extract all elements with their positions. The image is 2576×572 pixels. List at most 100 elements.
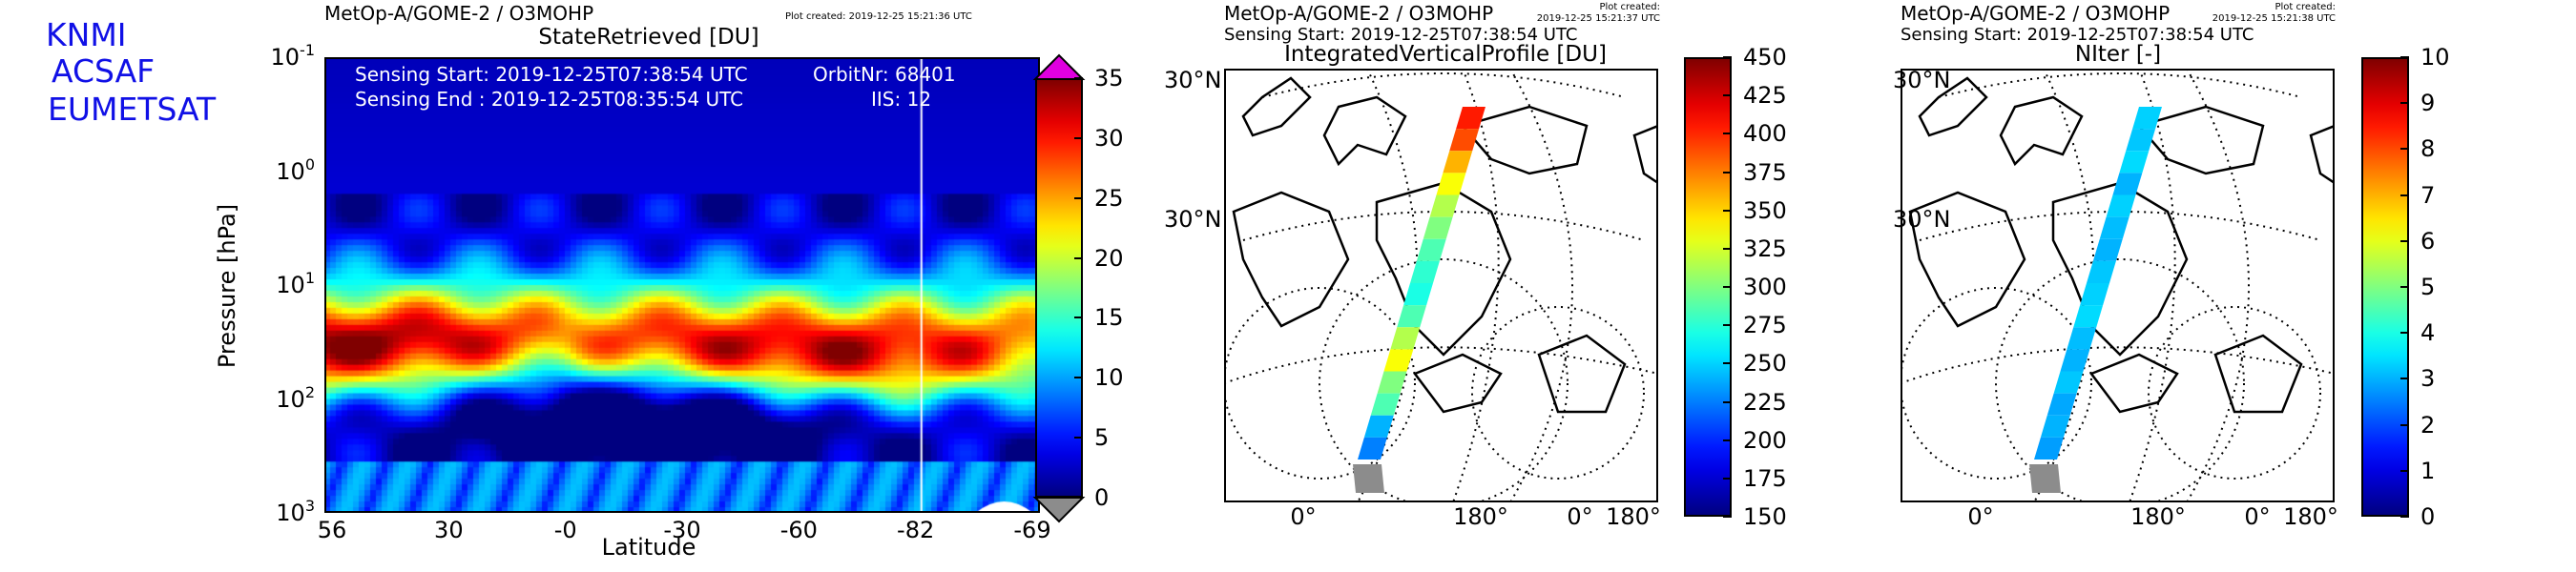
- colorbar-tick-label: 175: [1743, 464, 1787, 492]
- swath-segment: [1449, 129, 1480, 152]
- colorbar-tick-label: 30: [1094, 124, 1124, 152]
- colorbar-tick-mark: [1723, 94, 1732, 97]
- swath-segment: [2034, 437, 2064, 460]
- swath-segment: [1397, 305, 1427, 328]
- y-tick-label: 10-1: [270, 41, 316, 71]
- map-frame: [1224, 69, 1658, 502]
- colorbar-tick-mark: [1723, 477, 1732, 480]
- colorbar-tick-mark: [1723, 133, 1732, 135]
- orbit-number-label: OrbitNr: 68401: [813, 63, 956, 86]
- colorbar-tick-label: 0: [1094, 484, 1110, 511]
- colorbar-tick-mark: [1723, 171, 1732, 174]
- panel2-header-title: MetOp-A/GOME-2 / O3MOHP: [1224, 2, 1494, 25]
- colorbar-tick-label: 325: [1743, 235, 1787, 262]
- colorbar-tick-mark: [2400, 332, 2409, 335]
- colorbar-tick-mark: [2400, 148, 2409, 151]
- map-frame: [1901, 69, 2335, 502]
- colorbar-tick-label: 9: [2420, 90, 2436, 117]
- colorbar-tick-mark: [1723, 56, 1732, 58]
- map2-lat-label-1: 30°N: [1893, 67, 1951, 93]
- colorbar-tick-label: 8: [2420, 135, 2436, 163]
- coastline: [1413, 353, 1503, 414]
- map-niter: [1900, 68, 2337, 508]
- swath-segment: [2046, 393, 2077, 416]
- colorbar-tick-mark: [1723, 247, 1732, 250]
- colorbar-tick-mark: [1074, 256, 1083, 259]
- swath-no-data: [1353, 464, 1384, 493]
- swath-segment: [2112, 173, 2143, 195]
- swath-segment: [2053, 371, 2084, 394]
- coastline: [2136, 105, 2265, 175]
- coastline: [2213, 334, 2303, 414]
- colorbar-tick-label: 450: [1743, 44, 1787, 71]
- swath-segment: [1358, 437, 1387, 460]
- swath-segment: [1383, 349, 1414, 372]
- colorbar-tick-label: 275: [1743, 312, 1787, 339]
- swath-segment: [2080, 283, 2109, 306]
- coastline: [1908, 191, 2026, 328]
- swath-segment: [2040, 415, 2070, 438]
- colorbar-tick-mark: [2400, 469, 2409, 472]
- brand-acsaf: ACSAF: [52, 52, 156, 90]
- map2-lon-label-2: 180°: [2130, 503, 2186, 530]
- swath-segment: [2132, 107, 2162, 130]
- colorbar-tick-label: 2: [2420, 411, 2436, 439]
- panel3-header-title: MetOp-A/GOME-2 / O3MOHP: [1901, 2, 2171, 25]
- coastline: [1232, 191, 1350, 328]
- map-integrated-profile: [1223, 68, 1660, 508]
- heatmap-canvas: [324, 57, 1040, 513]
- swath-segment: [2119, 151, 2150, 174]
- coastline: [1999, 95, 2084, 167]
- panel3-plot-created-label: Plot created:: [2275, 2, 2337, 12]
- graticule-line: [1223, 346, 1659, 384]
- colorbar-tick-label: 350: [1743, 196, 1787, 224]
- x-tick-label: -30: [663, 517, 701, 543]
- y-tick-label: 102: [276, 382, 315, 413]
- map2-lon-label-1: 0°: [1967, 503, 1994, 530]
- x-tick-label: -82: [897, 517, 935, 543]
- x-tick-label: 56: [317, 517, 347, 543]
- swath-segment: [1377, 371, 1407, 394]
- colorbar-tick-mark: [1723, 516, 1732, 518]
- colorbar-tick-label: 5: [2420, 274, 2436, 300]
- colorbar-tick-mark: [1074, 317, 1083, 319]
- colorbar-tick-label: 10: [1094, 364, 1124, 392]
- colorbar-tick-mark: [2400, 56, 2409, 58]
- brand-eumetsat: EUMETSAT: [48, 91, 217, 128]
- panel1-plot-created: Plot created: 2019-12-25 15:21:36 UTC: [785, 11, 972, 22]
- colorbar-tick-mark: [1074, 77, 1083, 79]
- coastline: [1460, 105, 1589, 175]
- iis-label: IIS: 12: [871, 88, 932, 111]
- coastline: [2089, 353, 2179, 414]
- heatmap-frame: [324, 57, 1040, 513]
- swath-segment: [1456, 107, 1485, 130]
- panel3-title: NIter [-]: [2074, 42, 2162, 67]
- swath-segment: [2099, 216, 2129, 239]
- colorbar-tick-mark: [1074, 196, 1083, 199]
- colorbar-tick-label: 10: [2420, 44, 2450, 71]
- map1-lat-label-1: 30°N: [1164, 67, 1222, 93]
- panel2-plot-created-label: Plot created:: [1599, 2, 1661, 12]
- coastline: [1375, 181, 1512, 357]
- colorbar-tick-mark: [1723, 439, 1732, 441]
- swath-segment: [2060, 349, 2090, 372]
- panel3-plot-created-time: 2019-12-25 15:21:38 UTC: [2212, 13, 2336, 24]
- graticule-circle: [1900, 287, 2092, 480]
- sensing-start-label: Sensing Start: 2019-12-25T07:38:54 UTC: [355, 63, 748, 86]
- colorbar-tick-mark: [1723, 286, 1732, 288]
- panel2-sensing-start: Sensing Start: 2019-12-25T07:38:54 UTC: [1224, 25, 1578, 45]
- graticule-circle: [2148, 306, 2321, 480]
- swath-segment: [1443, 151, 1473, 174]
- colorbar-tick-label: 225: [1743, 388, 1787, 416]
- swath-segment: [1403, 283, 1433, 306]
- swath-segment: [1370, 393, 1401, 416]
- map1-lon-label-3: 0°: [1567, 503, 1593, 530]
- map1-lat-label-2: 30°N: [1164, 206, 1222, 233]
- colorbar-tick-mark: [2400, 516, 2409, 518]
- x-tick-label: -69: [1013, 517, 1051, 543]
- map1-lon-label-4: 180°: [1606, 503, 1661, 530]
- colorbar-tick-mark: [1074, 437, 1083, 439]
- graticule-circle: [1223, 287, 1416, 480]
- y-tick-label: 101: [276, 269, 315, 298]
- colorbar-tick-label: 4: [2420, 319, 2436, 347]
